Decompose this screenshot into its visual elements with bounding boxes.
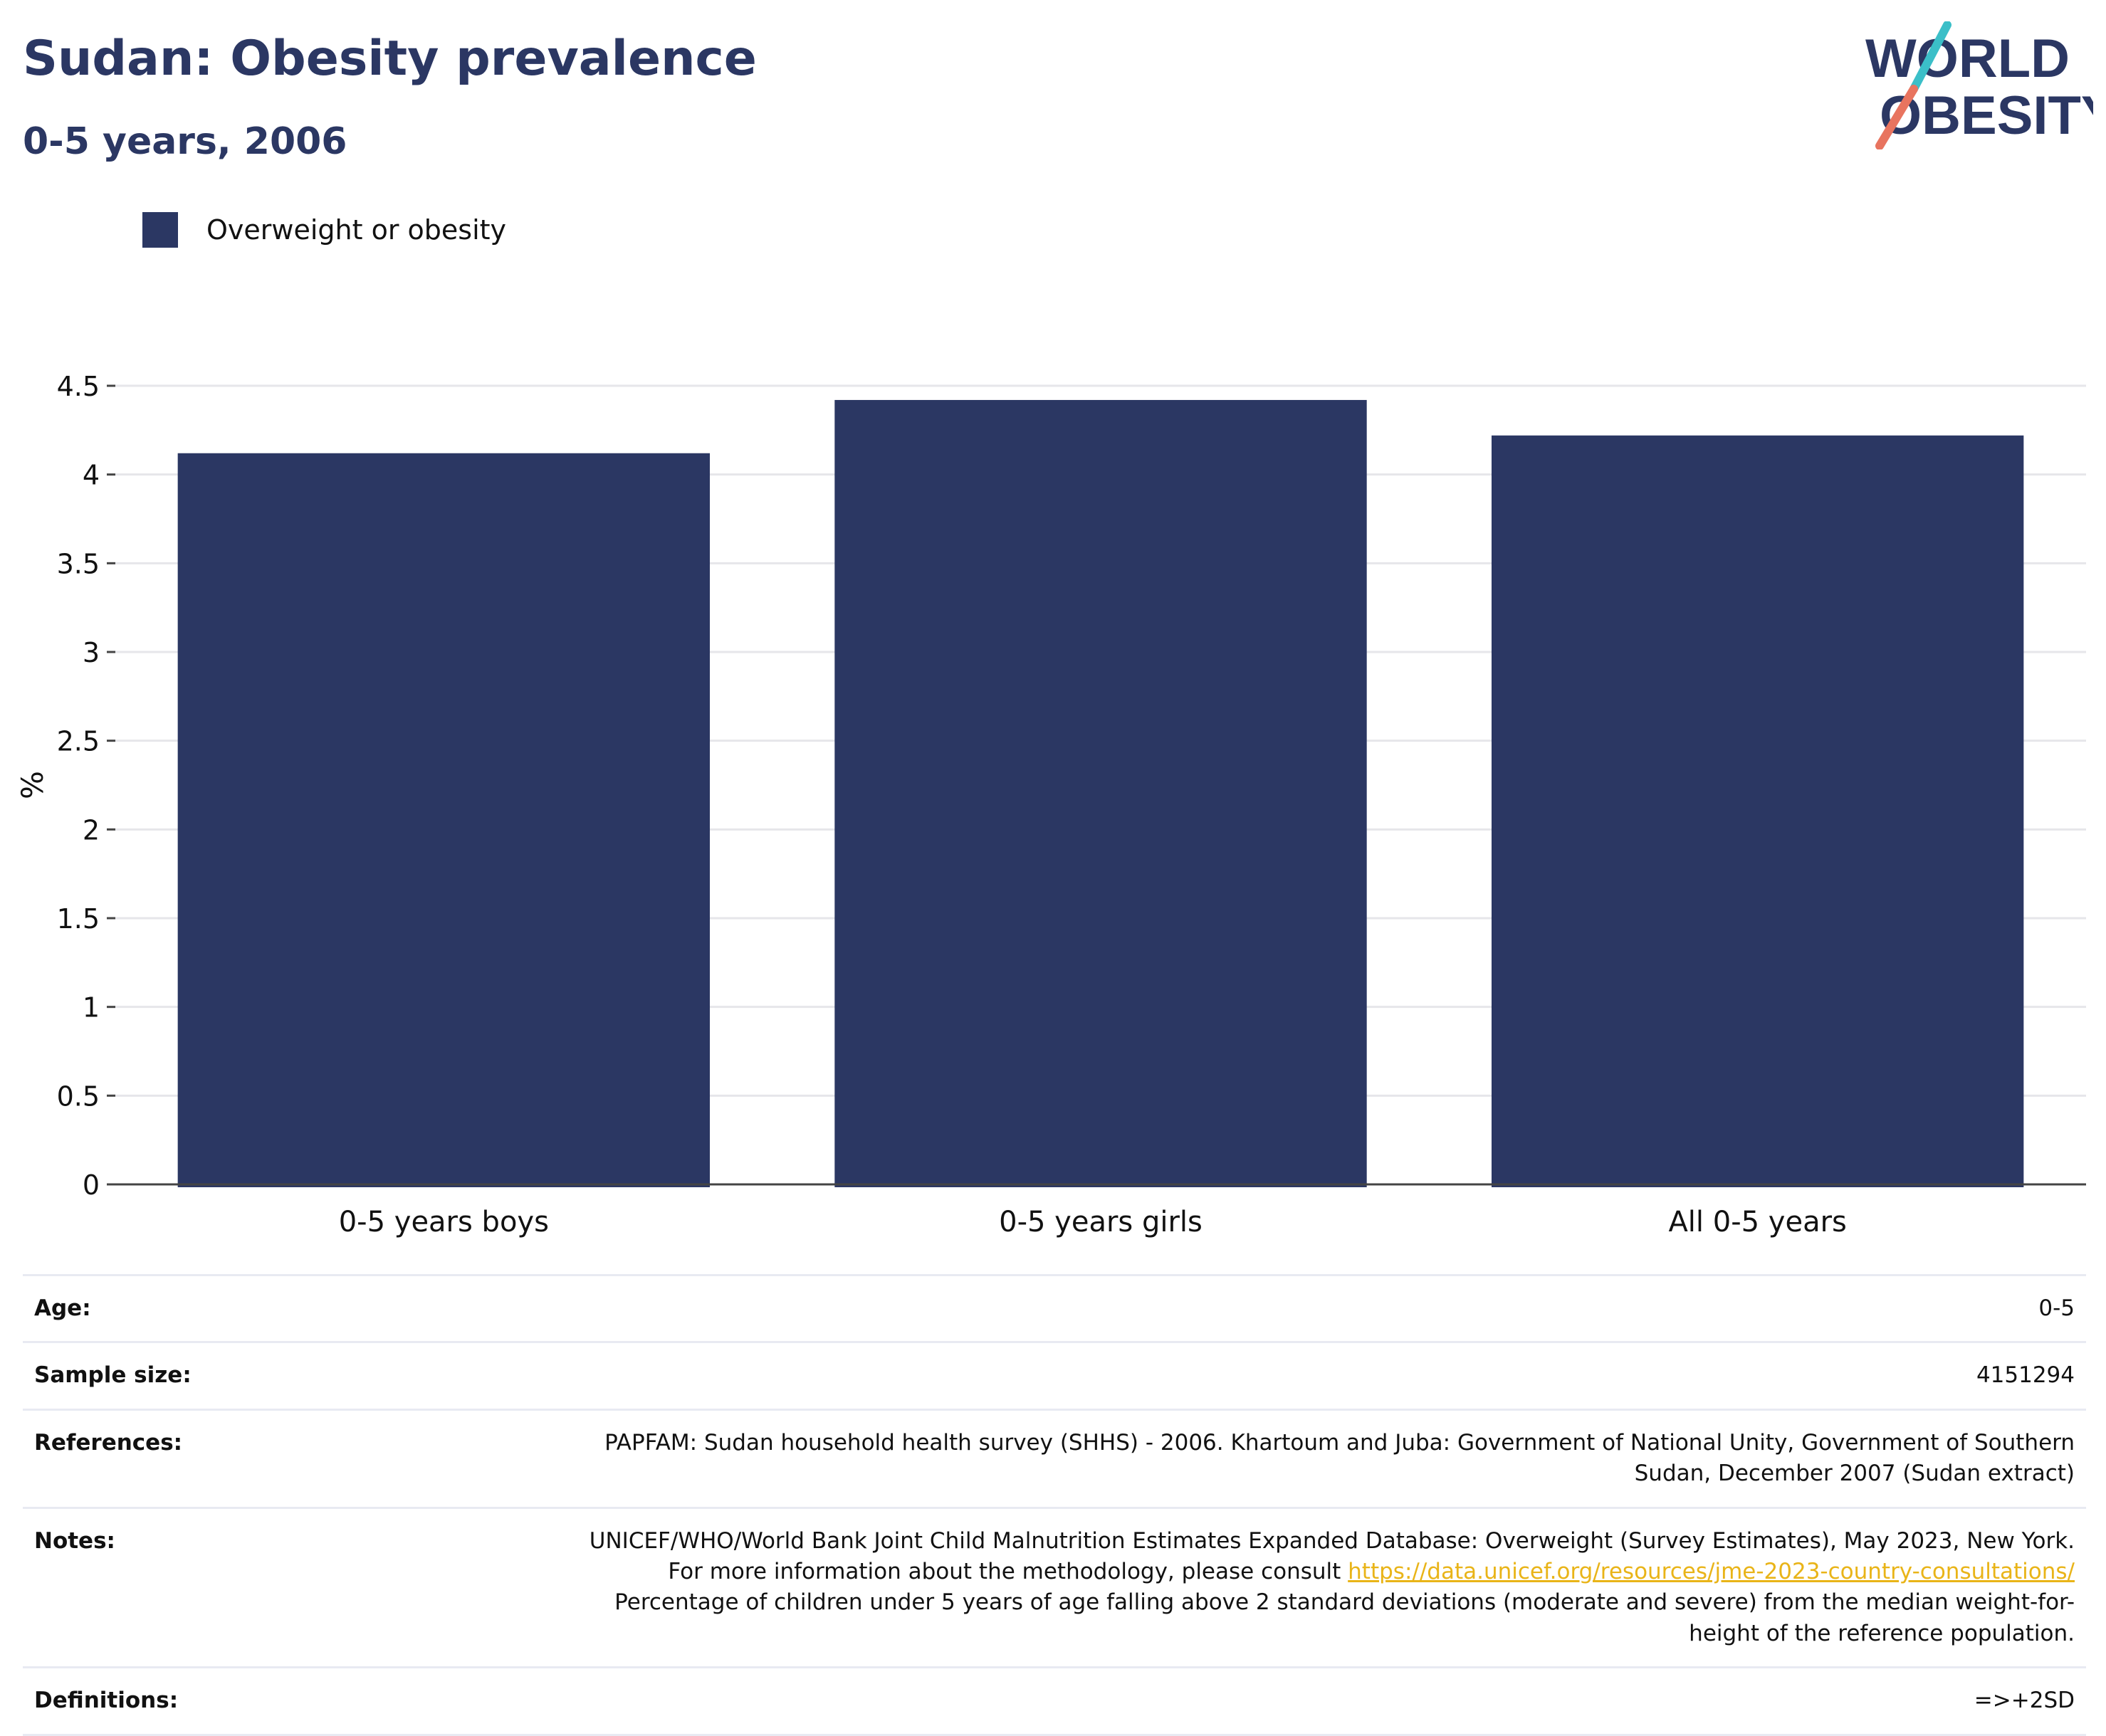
info-row-references: References: PAPFAM: Sudan household heal… bbox=[23, 1409, 2086, 1508]
bar[interactable] bbox=[1491, 435, 2024, 1187]
legend-label: Overweight or obesity bbox=[206, 214, 507, 246]
sample-size-value: 4151294 bbox=[1976, 1362, 2075, 1389]
y-axis-ticks: 0 0.5 1 1.5 2 2.5 3 3.5 4 4.5 bbox=[57, 371, 115, 1201]
definitions-value: =>+2SD bbox=[1974, 1688, 2075, 1714]
x-tick-label: 0-5 years girls bbox=[999, 1206, 1203, 1238]
y-tick-label: 0.5 bbox=[57, 1080, 100, 1112]
x-tick-label: All 0-5 years bbox=[1668, 1206, 1846, 1238]
legend-swatch bbox=[142, 212, 178, 248]
age-value: 0-5 bbox=[2038, 1295, 2075, 1321]
info-row-notes: Notes: UNICEF/WHO/World Bank Joint Child… bbox=[23, 1508, 2086, 1668]
notes-link[interactable]: https://data.unicef.org/resources/jme-20… bbox=[1348, 1558, 2075, 1584]
y-tick-label: 2.5 bbox=[57, 726, 100, 757]
y-tick-label: 4 bbox=[83, 460, 100, 491]
notes-value: UNICEF/WHO/World Bank Joint Child Malnut… bbox=[544, 1508, 2086, 1668]
references-value: PAPFAM: Sudan household health survey (S… bbox=[604, 1429, 2075, 1487]
y-tick-label: 4.5 bbox=[57, 371, 100, 402]
info-row-sample-size: Sample size: 4151294 bbox=[23, 1342, 2086, 1409]
y-tick-label: 2 bbox=[83, 814, 100, 846]
bar-chart: 00.511.522.533.544.5 0-5 years boys 0-5 y… bbox=[15, 371, 2086, 1238]
world-obesity-logo: WORLD OBESITY bbox=[1865, 21, 2093, 149]
y-tick-label: 0 bbox=[83, 1169, 100, 1201]
sample-size-label: Sample size: bbox=[34, 1362, 192, 1389]
chart-title: Sudan: Obesity prevalence bbox=[23, 31, 757, 87]
info-table: Age: 0-5 Sample size: 4151294 References… bbox=[23, 1274, 2086, 1736]
chart-subtitle: 0-5 years, 2006 bbox=[23, 120, 347, 163]
logo-word-obesity: OBESITY bbox=[1880, 85, 2093, 146]
y-tick-label: 3.5 bbox=[57, 548, 100, 579]
y-tick-label: 3 bbox=[83, 637, 100, 668]
y-tick-label: 1 bbox=[83, 992, 100, 1024]
y-tick-label: 1.5 bbox=[57, 903, 100, 935]
bar[interactable] bbox=[834, 399, 1367, 1187]
chart-legend[interactable]: Overweight or obesity bbox=[142, 212, 506, 248]
logo-word-world: WORLD bbox=[1865, 28, 2070, 89]
info-row-age: Age: 0-5 bbox=[23, 1275, 2086, 1342]
notes-text-after: Percentage of children under 5 years of … bbox=[614, 1589, 2075, 1646]
bars bbox=[177, 399, 2024, 1187]
info-row-definitions: Definitions: =>+2SD bbox=[23, 1667, 2086, 1735]
age-label: Age: bbox=[34, 1295, 91, 1321]
notes-label: Notes: bbox=[34, 1527, 115, 1554]
references-label: References: bbox=[34, 1429, 183, 1456]
logo-slash-teal bbox=[1909, 21, 1952, 93]
x-axis-ticks: 0-5 years boys 0-5 years girls All 0-5 yea… bbox=[339, 1206, 1847, 1238]
logo-slash-coral bbox=[1875, 85, 1918, 149]
bar[interactable] bbox=[177, 453, 711, 1187]
notes-text-before: UNICEF/WHO/World Bank Joint Child Malnut… bbox=[589, 1527, 2075, 1584]
x-tick-label: 0-5 years boys bbox=[339, 1206, 549, 1238]
definitions-label: Definitions: bbox=[34, 1688, 179, 1714]
y-axis-label: % bbox=[15, 771, 50, 799]
